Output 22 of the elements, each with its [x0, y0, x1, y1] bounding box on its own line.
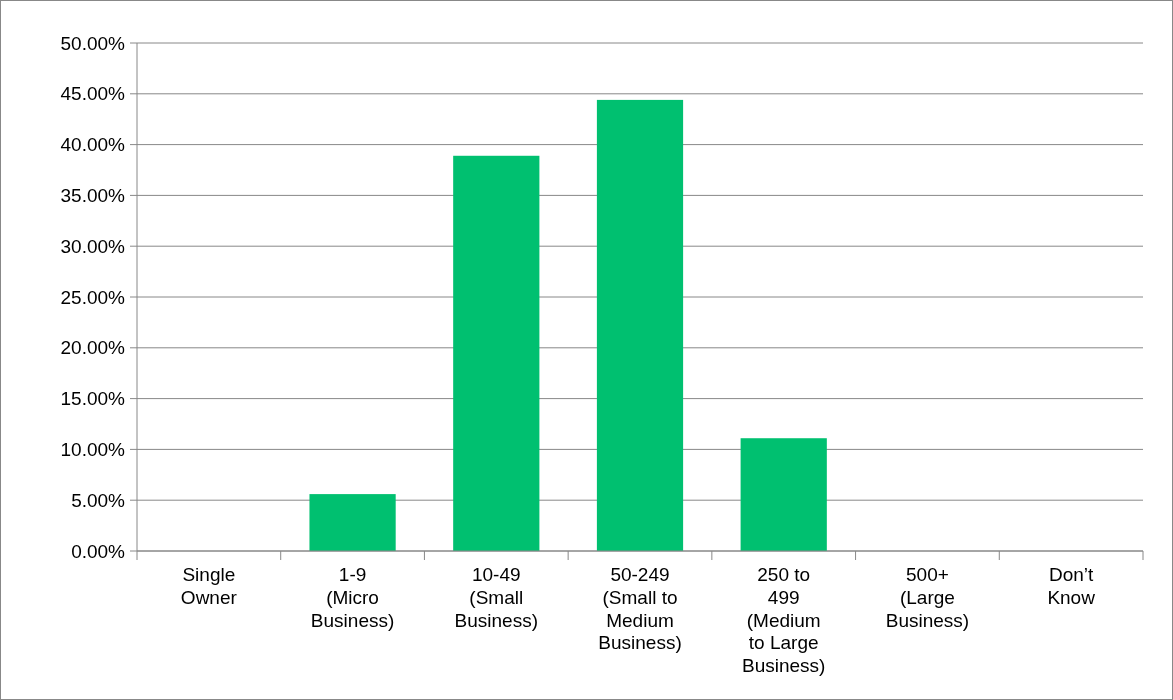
y-tick-label: 35.00% — [60, 185, 126, 207]
x-tick-label: 1-9 (Micro Business) — [310, 564, 395, 631]
y-tick-label: 10.00% — [60, 439, 126, 461]
x-tick-label: 50-249 (Small to Medium Business) — [598, 564, 682, 654]
x-tick-label: 10-49 (Small Business) — [454, 564, 538, 631]
bar — [309, 494, 396, 551]
y-tick-label: 50.00% — [60, 32, 126, 54]
y-tick-label: 30.00% — [60, 235, 126, 257]
bar — [596, 99, 684, 551]
y-tick-label: 15.00% — [60, 388, 126, 410]
bar — [453, 155, 540, 551]
y-tick-label: 45.00% — [60, 83, 126, 105]
x-tick-label: Single Owner — [180, 564, 238, 608]
y-tick-label: 20.00% — [60, 337, 126, 359]
y-tick-label: 40.00% — [60, 134, 126, 156]
y-tick-label: 0.00% — [71, 540, 126, 562]
x-tick-label: Don’t Know — [1047, 564, 1096, 608]
y-tick-label: 25.00% — [60, 286, 126, 308]
bar — [740, 438, 827, 551]
y-tick-label: 5.00% — [71, 489, 126, 511]
x-tick-label: 500+ (Large Business) — [885, 564, 970, 631]
x-tick-label: 250 to 499 (Medium to Large Business) — [742, 564, 826, 677]
